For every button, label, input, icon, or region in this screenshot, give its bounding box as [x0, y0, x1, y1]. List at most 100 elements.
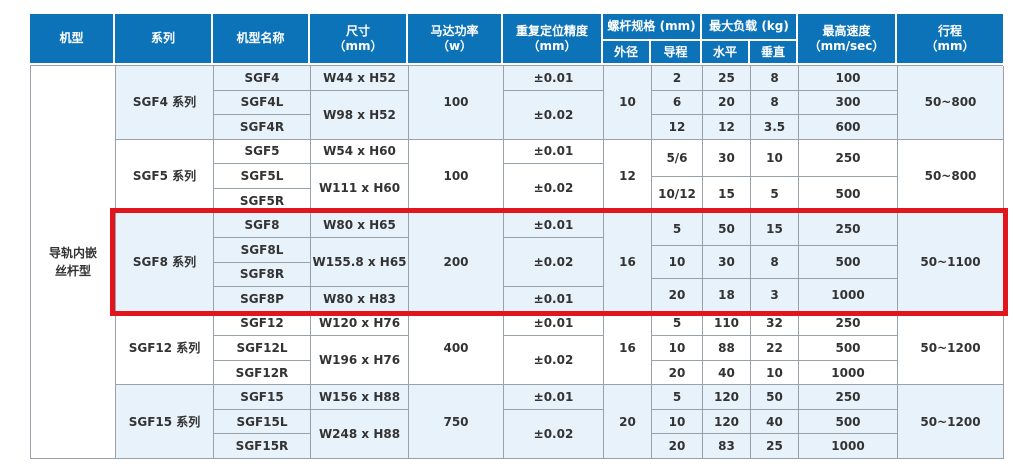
cell-load-vertical: 10	[751, 360, 799, 386]
cell-load-horizontal: 20	[703, 90, 751, 116]
cell-stroke: 50~800	[898, 66, 1004, 140]
cell-load-horizontal: 15	[703, 176, 751, 214]
cell-max-speed: 250	[799, 311, 898, 337]
cell-lead: 6	[652, 90, 703, 116]
header-machine-type: 机型	[30, 14, 115, 63]
cell-motor-power: 100	[409, 139, 504, 214]
cell-load-horizontal: 30	[703, 139, 751, 177]
cell-stroke: 50~800	[898, 139, 1004, 214]
header-outer-diameter: 外径	[603, 39, 651, 63]
header-stroke: 行程 （mm）	[897, 14, 1003, 63]
cell-precision: ±0.01	[504, 139, 604, 165]
cell-lead: 5/6	[652, 139, 703, 177]
cell-model: SGF5L	[214, 164, 311, 189]
cell-max-speed: 100	[799, 66, 898, 91]
cell-series: SGF15 系列	[116, 385, 214, 459]
header-stroke-line2: （mm）	[925, 38, 975, 53]
cell-size: W120 x H76	[311, 311, 409, 337]
cell-load-vertical: 22	[751, 336, 799, 361]
cell-model: SGF12	[214, 311, 311, 337]
cell-precision: ±0.01	[504, 66, 604, 91]
cell-size: W80 x H83	[311, 287, 409, 312]
cell-load-vertical: 8	[751, 246, 799, 279]
cell-size: W156 x H88	[311, 385, 409, 410]
cell-lead: 10	[652, 336, 703, 361]
cell-size: W98 x H52	[311, 90, 409, 140]
header-repeat-precision-line2: （mm）	[527, 38, 577, 53]
cell-size: W155.8 x H65	[311, 237, 409, 288]
cell-load-vertical: 10	[751, 139, 799, 177]
cell-precision: ±0.02	[504, 336, 604, 386]
cell-motor-power: 100	[409, 66, 504, 140]
header-model-name: 机型名称	[213, 14, 310, 63]
header-max-load: 最大负载 (kg)	[702, 14, 798, 39]
header-motor-power-line2: （w）	[436, 38, 473, 53]
cell-model: SGF4R	[214, 115, 311, 140]
header-max-speed-line2: （mm/sec）	[808, 38, 885, 53]
cell-load-vertical: 8	[751, 66, 799, 91]
cell-outer-diameter: 12	[604, 139, 652, 214]
cell-model: SGF8P	[214, 287, 311, 312]
cell-load-horizontal: 120	[703, 409, 751, 435]
cell-lead: 20	[652, 434, 703, 459]
cell-outer-diameter: 16	[604, 311, 652, 386]
cell-lead: 10	[652, 409, 703, 435]
cell-model: SGF8	[214, 213, 311, 238]
cell-max-speed: 500	[799, 336, 898, 361]
cell-max-speed: 250	[799, 385, 898, 410]
cell-lead: 20	[652, 278, 703, 312]
header-load-vertical: 垂直	[750, 39, 798, 63]
cell-lead: 5	[652, 213, 703, 247]
header-max-speed: 最高速度 （mm/sec）	[798, 14, 897, 63]
header-size: 尺寸 （mm）	[310, 14, 408, 63]
cell-max-speed: 600	[799, 115, 898, 140]
cell-load-vertical: 3.5	[751, 115, 799, 140]
cell-load-vertical: 8	[751, 90, 799, 116]
header-series: 系列	[115, 14, 213, 63]
cell-model: SGF15R	[214, 434, 311, 459]
header-repeat-precision: 重复定位精度 （mm）	[503, 14, 603, 63]
cell-size: W54 x H60	[311, 139, 409, 165]
cell-series: SGF5 系列	[116, 139, 214, 214]
cell-lead: 10/12	[652, 176, 703, 214]
cell-model: SGF12L	[214, 336, 311, 361]
cell-motor-power: 750	[409, 385, 504, 459]
cell-outer-diameter: 16	[604, 213, 652, 312]
cell-lead: 10	[652, 246, 703, 279]
cell-max-speed: 1000	[799, 278, 898, 312]
header-outer-diameter-label: 外径	[613, 44, 638, 59]
cell-lead: 2	[652, 66, 703, 91]
cell-motor-power: 400	[409, 311, 504, 386]
cell-size: W80 x H65	[311, 213, 409, 238]
cell-stroke: 50~1100	[898, 213, 1004, 312]
cell-load-horizontal: 110	[703, 311, 751, 337]
cell-lead: 5	[652, 311, 703, 337]
cell-load-horizontal: 12	[703, 115, 751, 140]
cell-size: W111 x H60	[311, 164, 409, 214]
cell-load-vertical: 32	[751, 311, 799, 337]
header-model-name-label: 机型名称	[236, 31, 285, 45]
spec-table: 机型 系列 机型名称 尺寸 （mm） 马达功率 （w） 重复定位精度 （mm） …	[30, 14, 1008, 459]
cell-max-speed: 250	[799, 213, 898, 247]
cell-model: SGF8R	[214, 262, 311, 288]
cell-model: SGF5	[214, 139, 311, 165]
cell-lead: 5	[652, 385, 703, 410]
cell-outer-diameter: 10	[604, 66, 652, 140]
header-max-load-label: 最大负载 (kg)	[709, 19, 789, 33]
cell-load-horizontal: 50	[703, 213, 751, 247]
cell-load-vertical: 5	[751, 176, 799, 214]
header-motor-power: 马达功率 （w）	[408, 14, 503, 63]
cell-precision: ±0.01	[504, 311, 604, 337]
cell-load-vertical: 15	[751, 213, 799, 247]
header-load-horizontal-label: 水平	[712, 44, 737, 59]
cell-stroke: 50~1200	[898, 385, 1004, 459]
cell-load-horizontal: 120	[703, 385, 751, 410]
cell-model: SGF4L	[214, 90, 311, 116]
table-body: SGF4 系列 SGF4 SGF4L SGF4R W44 x H52 W98 x H52 1…	[30, 65, 1004, 459]
header-lead-label: 导程	[663, 44, 688, 59]
cell-size: W248 x H88	[311, 409, 409, 459]
table-header: 机型 系列 机型名称 尺寸 （mm） 马达功率 （w） 重复定位精度 （mm） …	[30, 14, 1003, 63]
header-stroke-line1: 行程	[937, 23, 962, 38]
cell-max-speed: 1000	[799, 434, 898, 459]
cell-model: SGF15	[214, 385, 311, 410]
